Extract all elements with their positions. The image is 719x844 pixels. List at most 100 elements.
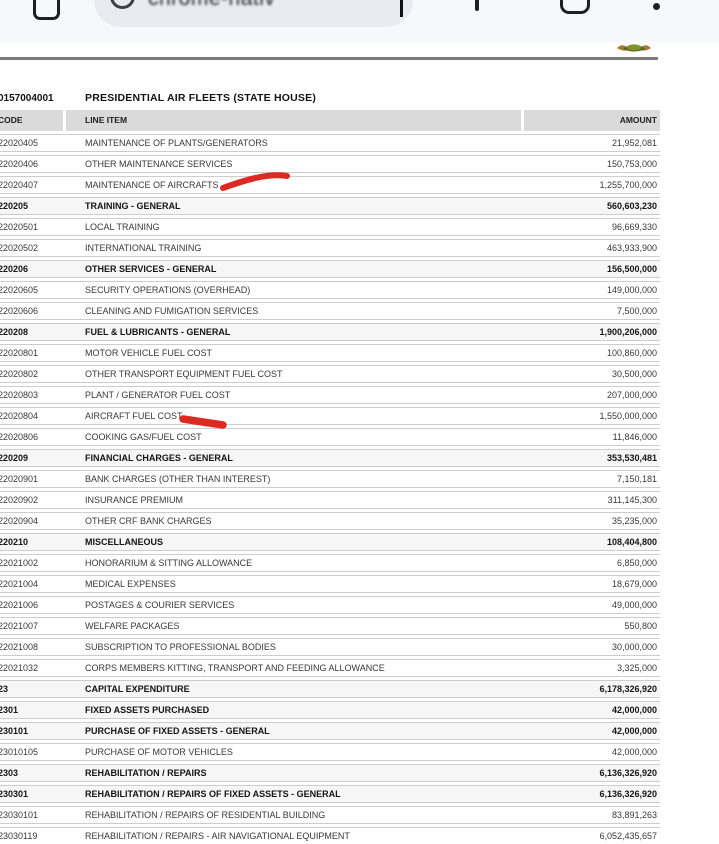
url-bar[interactable]: chrome-nativ bbox=[94, 0, 413, 27]
line-item-cell: TRAINING - GENERAL bbox=[85, 201, 181, 211]
amount-cell: 35,235,000 bbox=[611, 516, 657, 526]
amount-cell: 30,500,000 bbox=[611, 369, 657, 379]
amount-cell: 550,800 bbox=[624, 621, 657, 631]
amount-cell: 6,136,326,920 bbox=[599, 789, 657, 799]
amount-cell: 6,850,000 bbox=[616, 558, 657, 568]
line-item-cell: MOTOR VEHICLE FUEL COST bbox=[85, 348, 213, 358]
line-item-cell: PLANT / GENERATOR FUEL COST bbox=[85, 390, 231, 400]
line-item-cell: WELFARE PACKAGES bbox=[85, 621, 180, 631]
site-info-icon[interactable] bbox=[110, 0, 135, 9]
code-cell: 22020901 bbox=[0, 474, 39, 484]
code-cell: 22020804 bbox=[0, 411, 39, 421]
home-icon[interactable] bbox=[33, 0, 60, 20]
line-item-cell: AIRCRAFT FUEL COST bbox=[85, 411, 183, 421]
code-cell: 22020407 bbox=[0, 180, 39, 190]
table-row: 22020407 MAINTENANCE OF AIRCRAFTS 1,255,70… bbox=[0, 176, 660, 194]
amount-cell: 18,679,000 bbox=[611, 579, 657, 589]
page-title: PRESIDENTIAL AIR FLEETS (STATE HOUSE) bbox=[85, 92, 317, 104]
new-tab-icon[interactable] bbox=[475, 0, 479, 11]
code-cell: 22020904 bbox=[0, 516, 39, 526]
code-cell: 2301 bbox=[0, 705, 19, 715]
code-cell: 22021032 bbox=[0, 663, 39, 673]
page-top-rule bbox=[0, 57, 658, 60]
column-header-amount: AMOUNT bbox=[524, 110, 660, 131]
code-cell: 23 bbox=[0, 684, 9, 694]
line-item-cell: HONORARIUM & SITTING ALLOWANCE bbox=[85, 558, 253, 568]
line-item-cell: CLEANING AND FUMIGATION SERVICES bbox=[85, 306, 259, 316]
table-row: 230301 REHABILITATION / REPAIRS OF FIXED … bbox=[0, 785, 660, 803]
amount-cell: 6,178,326,920 bbox=[599, 684, 657, 694]
amount-cell: 6,136,326,920 bbox=[599, 768, 657, 778]
amount-cell: 150,753,000 bbox=[606, 159, 657, 169]
amount-cell: 30,000,000 bbox=[611, 642, 657, 652]
line-item-cell: BANK CHARGES (OTHER THAN INTEREST) bbox=[85, 474, 271, 484]
table-row: 23 CAPITAL EXPENDITURE 6,178,326,920 bbox=[0, 680, 660, 698]
amount-cell: 3,325,000 bbox=[616, 663, 657, 673]
table-row: 22020904 OTHER CRF BANK CHARGES 35,235,000 bbox=[0, 512, 660, 530]
amount-cell: 42,000,000 bbox=[611, 747, 657, 757]
code-cell: 23030101 bbox=[0, 810, 39, 820]
line-item-cell: OTHER CRF BANK CHARGES bbox=[85, 516, 212, 526]
amount-cell: 149,000,000 bbox=[606, 285, 657, 295]
amount-cell: 1,550,000,000 bbox=[599, 411, 657, 421]
code-cell: 220206 bbox=[0, 264, 29, 274]
code-cell: 22021008 bbox=[0, 642, 39, 652]
line-item-cell: OTHER TRANSPORT EQUIPMENT FUEL COST bbox=[85, 369, 283, 379]
table-row: 22020606 CLEANING AND FUMIGATION SERVICES… bbox=[0, 302, 660, 320]
line-item-cell: MAINTENANCE OF AIRCRAFTS bbox=[85, 180, 219, 190]
amount-cell: 6,052,435,657 bbox=[599, 831, 657, 841]
code-cell: 22020405 bbox=[0, 138, 39, 148]
line-item-cell: SECURITY OPERATIONS (OVERHEAD) bbox=[85, 285, 251, 295]
line-item-cell: FIXED ASSETS PURCHASED bbox=[85, 705, 210, 715]
code-cell: 230101 bbox=[0, 726, 29, 736]
line-item-cell: LOCAL TRAINING bbox=[85, 222, 160, 232]
code-cell: 22021006 bbox=[0, 600, 39, 610]
line-item-cell: REHABILITATION / REPAIRS OF FIXED ASSETS… bbox=[85, 789, 341, 799]
table-row: 220208 FUEL & LUBRICANTS - GENERAL 1,900,2… bbox=[0, 323, 660, 341]
amount-cell: 49,000,000 bbox=[611, 600, 657, 610]
table-row: 22020501 LOCAL TRAINING 96,669,330 bbox=[0, 218, 660, 236]
amount-cell: 21,952,081 bbox=[611, 138, 657, 148]
code-cell: 22020605 bbox=[0, 285, 39, 295]
amount-cell: 108,404,800 bbox=[606, 537, 657, 547]
line-item-cell: FINANCIAL CHARGES - GENERAL bbox=[85, 453, 233, 463]
code-cell: 230301 bbox=[0, 789, 29, 799]
table-row: 22020801 MOTOR VEHICLE FUEL COST 100,860,0… bbox=[0, 344, 660, 362]
table-row: 22021006 POSTAGES & COURIER SERVICES 49,00… bbox=[0, 596, 660, 614]
tab-switcher-icon[interactable] bbox=[560, 0, 590, 14]
amount-cell: 1,900,206,000 bbox=[599, 327, 657, 337]
menu-icon[interactable] bbox=[653, 0, 661, 42]
table-row: 22020406 OTHER MAINTENANCE SERVICES 150,75… bbox=[0, 155, 660, 173]
amount-cell: 11,846,000 bbox=[612, 432, 657, 442]
line-item-cell: REHABILITATION / REPAIRS - AIR NAVIGATIO… bbox=[85, 831, 350, 841]
table-row: 22020902 INSURANCE PREMIUM 311,145,300 bbox=[0, 491, 660, 509]
table-row: 23030119 REHABILITATION / REPAIRS - AIR N… bbox=[0, 827, 660, 844]
code-cell: 22020501 bbox=[0, 222, 39, 232]
table-row: 22020502 INTERNATIONAL TRAINING 463,933,90… bbox=[0, 239, 660, 257]
code-cell: 220209 bbox=[0, 453, 29, 463]
table-row: 23030101 REHABILITATION / REPAIRS OF RESI… bbox=[0, 806, 660, 824]
line-item-cell: INSURANCE PREMIUM bbox=[85, 495, 184, 505]
line-item-cell: MAINTENANCE OF PLANTS/GENERATORS bbox=[85, 138, 268, 148]
line-item-cell: PURCHASE OF MOTOR VEHICLES bbox=[85, 747, 233, 757]
url-text[interactable]: chrome-nativ bbox=[148, 0, 275, 11]
table-row: 2303 REHABILITATION / REPAIRS 6,136,326,92… bbox=[0, 764, 660, 782]
table-row: 22020803 PLANT / GENERATOR FUEL COST 207,0… bbox=[0, 386, 660, 404]
table-row: 22021007 WELFARE PACKAGES 550,800 bbox=[0, 617, 660, 635]
table-row: 22020804 AIRCRAFT FUEL COST 1,550,000,000 bbox=[0, 407, 660, 425]
code-cell: 220205 bbox=[0, 201, 29, 211]
browser-toolbar: chrome-nativ bbox=[0, 0, 719, 42]
amount-cell: 42,000,000 bbox=[611, 726, 657, 736]
table-row: 22021004 MEDICAL EXPENSES 18,679,000 bbox=[0, 575, 660, 593]
line-item-cell: MEDICAL EXPENSES bbox=[85, 579, 176, 589]
code-cell: 22020406 bbox=[0, 159, 39, 169]
amount-cell: 83,891,263 bbox=[611, 810, 657, 820]
amount-cell: 1,255,700,000 bbox=[599, 180, 657, 190]
amount-cell: 100,860,000 bbox=[606, 348, 657, 358]
table-row: 22020405 MAINTENANCE OF PLANTS/GENERATORS… bbox=[0, 134, 660, 152]
table-body: 22020405 MAINTENANCE OF PLANTS/GENERATORS… bbox=[0, 134, 660, 844]
amount-cell: 311,145,300 bbox=[607, 495, 657, 505]
text-cursor-icon bbox=[400, 0, 403, 17]
line-item-cell: PURCHASE OF FIXED ASSETS - GENERAL bbox=[85, 726, 270, 736]
